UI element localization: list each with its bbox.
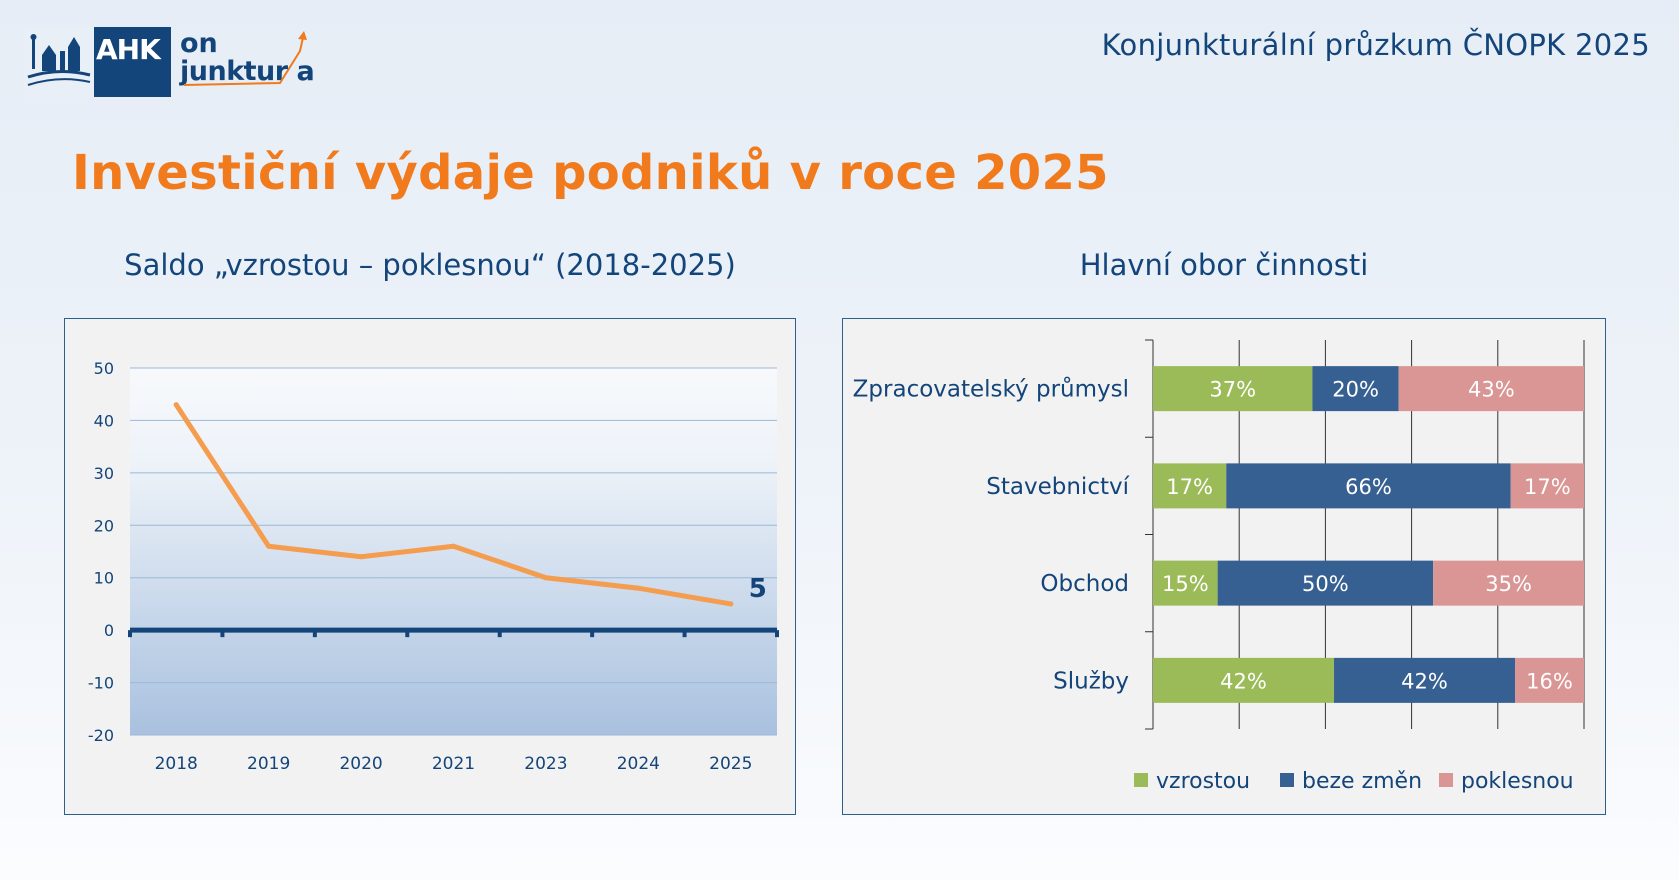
data-point bbox=[728, 601, 734, 607]
bar-segment bbox=[1153, 463, 1227, 509]
bar-value-label: 37% bbox=[1209, 378, 1256, 402]
legend-swatch bbox=[1134, 773, 1148, 787]
bar-value-label: 16% bbox=[1526, 669, 1573, 693]
line-chart-panel: 50 40 30 20 10 0 -10 -20 2018 2019 2020 2021 2023 20… bbox=[64, 318, 796, 815]
logo-junktura-text: junktur a bbox=[180, 56, 315, 87]
bar-value-label: 42% bbox=[1401, 669, 1448, 693]
bar-segment bbox=[1153, 366, 1313, 412]
y-tick-label: 20 bbox=[94, 516, 114, 535]
bar-segment bbox=[1334, 657, 1516, 703]
bar-value-label: 20% bbox=[1332, 378, 1379, 402]
legend-entry: vzrostou bbox=[1156, 769, 1250, 794]
bar-segment bbox=[1398, 366, 1584, 412]
trend-arrow-icon bbox=[183, 31, 307, 86]
y-tick-label: -20 bbox=[88, 726, 114, 745]
x-tick-label: 2020 bbox=[339, 754, 382, 774]
bar-value-label: 17% bbox=[1524, 475, 1571, 499]
bar-segment bbox=[1515, 657, 1584, 703]
data-point bbox=[358, 554, 364, 560]
ahk-konjunktura-logo: AHK on junktur a bbox=[24, 27, 324, 97]
bar-segment bbox=[1510, 463, 1584, 509]
legend-entry: poklesnou bbox=[1461, 769, 1574, 794]
data-point bbox=[266, 543, 272, 549]
y-tick-label: 40 bbox=[94, 411, 114, 430]
category-label: Služby bbox=[1053, 668, 1129, 694]
logo-ahk-text: AHK bbox=[96, 33, 161, 66]
page-title: Investiční výdaje podniků v roce 2025 bbox=[72, 145, 1109, 201]
data-point bbox=[173, 402, 179, 408]
x-tick-label: 2019 bbox=[247, 754, 290, 774]
ahk-logo-box: AHK bbox=[24, 27, 171, 97]
bar-value-label: 43% bbox=[1468, 378, 1515, 402]
x-tick-label: 2024 bbox=[617, 754, 660, 774]
bar-segment bbox=[1312, 366, 1399, 412]
bar-segment bbox=[1226, 463, 1511, 509]
y-tick-label: 30 bbox=[94, 464, 114, 483]
x-tick-label: 2021 bbox=[432, 754, 475, 774]
bar-segment bbox=[1433, 560, 1584, 606]
y-tick-label: 0 bbox=[104, 621, 114, 640]
bar-segment bbox=[1153, 657, 1335, 703]
bar-value-label: 66% bbox=[1345, 475, 1392, 499]
x-tick-label: 2018 bbox=[155, 754, 198, 774]
legend-swatch bbox=[1439, 773, 1453, 787]
bar-value-label: 15% bbox=[1162, 572, 1209, 596]
plot-area bbox=[130, 368, 777, 735]
last-value-label: 5 bbox=[749, 574, 767, 604]
stacked-bar-chart: Zpracovatelský průmysl Stavebnictví Obchod… bbox=[853, 339, 1585, 794]
category-label: Zpracovatelský průmysl bbox=[853, 376, 1129, 403]
data-point bbox=[635, 585, 641, 591]
bar-chart-panel: Zpracovatelský průmysl Stavebnictví Obchod… bbox=[842, 318, 1606, 815]
data-point bbox=[451, 543, 456, 549]
bar-chart-title: Hlavní obor činnosti bbox=[1079, 248, 1369, 282]
legend-entry: beze změn bbox=[1302, 769, 1422, 794]
y-tick-label: 50 bbox=[94, 359, 114, 378]
bar-value-label: 35% bbox=[1485, 572, 1532, 596]
bar-value-label: 42% bbox=[1220, 669, 1267, 693]
y-tick-label: 10 bbox=[94, 569, 114, 588]
category-label: Obchod bbox=[1040, 571, 1129, 597]
bar-segment bbox=[1153, 560, 1218, 606]
logo-on-text: on bbox=[180, 28, 218, 59]
line-chart-title: Saldo „vzrostou – poklesnou“ (2018-2025) bbox=[124, 248, 736, 282]
bar-segment bbox=[1217, 560, 1434, 606]
x-tick-label: 2023 bbox=[524, 754, 567, 774]
bar-value-label: 50% bbox=[1302, 572, 1349, 596]
x-tick-label: 2025 bbox=[709, 754, 752, 774]
prague-skyline-icon bbox=[24, 27, 94, 97]
data-point bbox=[543, 575, 549, 581]
y-tick-label: -10 bbox=[88, 674, 114, 693]
category-label: Stavebnictví bbox=[986, 474, 1129, 500]
survey-title: Konjunkturální průzkum ČNOPK 2025 bbox=[1101, 28, 1650, 62]
legend-swatch bbox=[1280, 773, 1294, 787]
bar-value-label: 17% bbox=[1166, 475, 1213, 499]
line-chart: 50 40 30 20 10 0 -10 -20 2018 2019 2020 2021 2023 20… bbox=[88, 359, 779, 774]
